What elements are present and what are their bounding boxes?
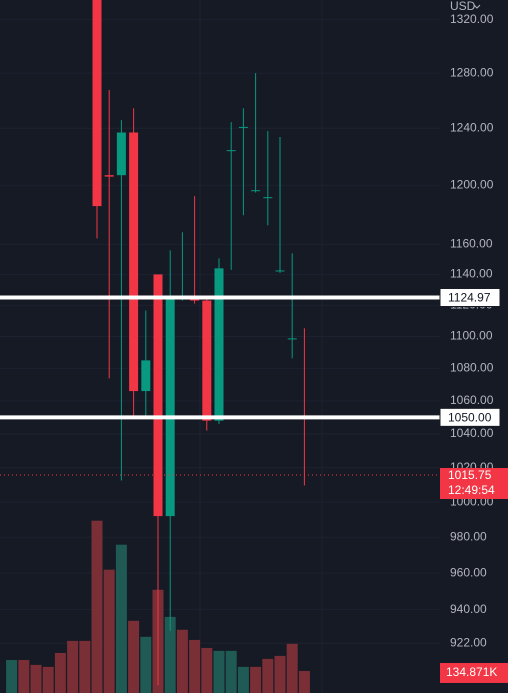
y-tick-label: 1320.00: [450, 12, 494, 26]
y-tick-label: 1200.00: [450, 177, 494, 191]
volume-bar: [225, 650, 237, 693]
y-tick-label: 1080.00: [450, 361, 494, 375]
last-price-box: [440, 467, 508, 499]
candle-body: [214, 268, 224, 421]
volume-bar: [176, 629, 188, 693]
y-tick-label: 980.00: [450, 529, 487, 543]
volume-label: 134.871K: [446, 665, 497, 679]
last-price-label: 1015.75: [448, 468, 492, 482]
y-tick-label: 922.00: [450, 635, 487, 649]
volume-bar: [103, 569, 115, 693]
candle-body: [104, 175, 114, 177]
volume-bar: [67, 640, 79, 693]
candles: [0, 0, 440, 686]
y-tick-label: 1240.00: [450, 120, 494, 134]
volume-bar: [54, 652, 66, 693]
volume-bar: [30, 664, 42, 693]
volume-bar: [6, 660, 18, 693]
volume-bar: [164, 616, 176, 693]
candle-body: [116, 132, 126, 176]
volume-bar: [274, 655, 286, 693]
volume-bar: [42, 666, 54, 693]
volume-bar: [250, 666, 262, 693]
y-tick-label: 1060.00: [450, 393, 494, 407]
price-line-label-box: [439, 287, 501, 307]
countdown-label: 12:49:54: [448, 483, 495, 497]
currency-label[interactable]: USD: [450, 0, 476, 13]
volume-bar: [18, 660, 30, 693]
candle-body: [129, 132, 139, 392]
currency-caret[interactable]: [473, 4, 481, 9]
y-tick-label: 960.00: [450, 565, 487, 579]
grid: [0, 19, 440, 644]
candle-body: [275, 270, 285, 272]
y-tick-label: 1100.00: [450, 329, 493, 343]
axis-background: [440, 0, 508, 693]
candle-body: [238, 126, 248, 128]
candle-body: [153, 274, 163, 517]
candle-body: [202, 300, 212, 421]
volume-bar: [128, 620, 140, 693]
volume-bar: [213, 650, 225, 693]
price-line-label: 1124.97: [448, 291, 491, 305]
price-line-label-box: [439, 407, 501, 427]
y-tick-label: 940.00: [450, 602, 487, 616]
volume-label-box: [440, 662, 508, 683]
volume-bar: [115, 544, 127, 693]
volume-bar: [201, 647, 213, 693]
candle-body: [165, 297, 175, 517]
candle-body: [263, 197, 273, 199]
volume-bar: [140, 636, 152, 693]
y-tick-label: 1040.00: [450, 426, 494, 440]
volume-bar: [286, 643, 298, 693]
candle-body: [92, 0, 102, 207]
y-tick-label: 1280.00: [450, 65, 494, 79]
volume-bar: [189, 639, 201, 693]
candle-body: [141, 360, 151, 392]
candle-body: [226, 150, 236, 152]
candle-body: [287, 338, 297, 340]
volume-bar: [91, 520, 103, 693]
candle-body: [251, 190, 261, 192]
y-tick-label: 1140.00: [450, 267, 493, 281]
price-axis[interactable]: 1320.00 1280.00 1240.00 1200.00 1160.00 1140.…: [439, 0, 508, 693]
volume-bar: [262, 658, 274, 693]
volume-bar: [298, 670, 310, 693]
volume-bar: [237, 666, 249, 693]
price-line-label: 1050.00: [448, 411, 492, 425]
y-tick-label: 1160.00: [450, 236, 493, 250]
volume-bar: [79, 640, 91, 693]
